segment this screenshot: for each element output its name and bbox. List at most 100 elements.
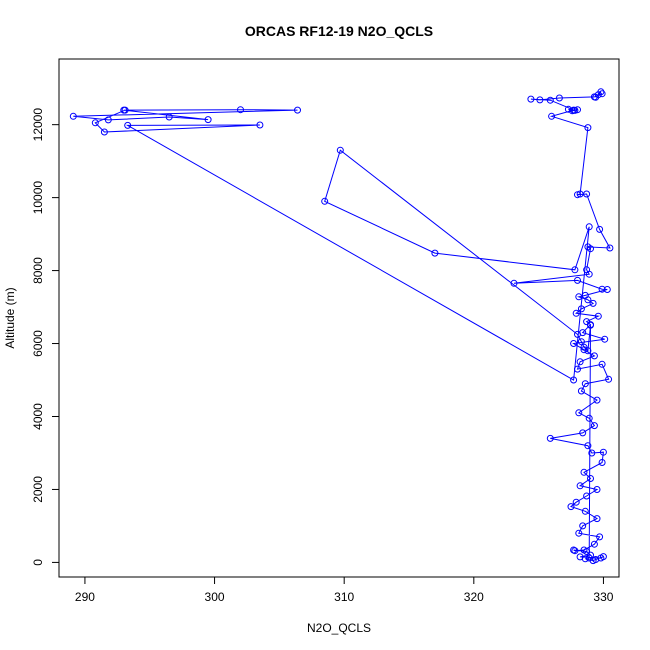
data-point [581, 507, 589, 515]
data-point [587, 475, 594, 482]
data-point [572, 498, 580, 506]
data-point [601, 335, 609, 343]
data-point [580, 468, 588, 476]
data-point [256, 121, 264, 129]
x-tick-label: 320 [464, 590, 484, 604]
data-point [527, 95, 535, 103]
data-point [567, 503, 575, 511]
y-tick-label: 4000 [31, 403, 45, 430]
data-point [100, 128, 108, 136]
data-point [336, 146, 344, 154]
data-point [589, 299, 597, 307]
data-point [590, 352, 598, 360]
data-point [555, 94, 563, 102]
data-point [577, 305, 585, 313]
data-point [581, 380, 589, 388]
data-point [431, 249, 439, 257]
data-point [585, 223, 593, 231]
y-tick-label: 10000 [31, 181, 45, 215]
data-point [546, 434, 554, 442]
data-point [576, 358, 584, 366]
data-point [577, 387, 585, 395]
data-point [91, 119, 99, 127]
x-tick-label: 300 [205, 590, 225, 604]
data-point [321, 197, 329, 205]
x-axis-label: N2O_QCLS [307, 621, 371, 635]
data-point [574, 276, 581, 284]
x-tick-label: 330 [593, 590, 613, 604]
data-point [570, 340, 578, 347]
x-tick-label: 310 [334, 590, 354, 604]
data-point [590, 540, 598, 548]
data-point [594, 91, 602, 99]
data-point [548, 112, 556, 120]
data-point [580, 346, 588, 354]
data-point [587, 245, 594, 253]
data-point [510, 279, 518, 287]
data-point [165, 113, 173, 121]
data-point [574, 191, 581, 199]
x-tick-label: 290 [75, 590, 95, 604]
data-point [583, 492, 591, 500]
data-point [294, 106, 301, 114]
data-point [603, 286, 611, 293]
data-point [570, 106, 578, 114]
data-point [593, 515, 601, 523]
data-point [69, 112, 77, 120]
data-point [124, 121, 132, 129]
data-point [590, 93, 598, 101]
data-point [536, 96, 544, 104]
data-point [577, 338, 585, 346]
data-point [588, 449, 596, 457]
data-point [606, 244, 614, 252]
y-tick-label: 12000 [31, 108, 45, 142]
data-point [574, 330, 581, 338]
data-point [605, 375, 613, 383]
y-axis-label: Altitude (m) [3, 287, 17, 348]
data-point [585, 270, 593, 278]
data-point [575, 529, 583, 537]
data-point [237, 106, 244, 114]
data-point [585, 554, 593, 562]
data-point [593, 486, 601, 493]
data-point [590, 422, 598, 430]
data-point [581, 555, 589, 563]
data-point [599, 448, 607, 456]
data-point [579, 522, 587, 530]
data-point [587, 321, 594, 329]
y-axis: 0 2000 4000 6000 8000 10000 12000 [31, 108, 60, 566]
data-point [584, 124, 592, 132]
data-point [584, 347, 592, 355]
data-point [583, 548, 591, 555]
data-point [584, 296, 592, 304]
x-axis: 290 300 310 320 330 [75, 576, 614, 604]
data-point [598, 360, 606, 368]
data-point [596, 533, 604, 541]
chart-title: ORCAS RF12-19 N2O_QCLS [245, 23, 433, 39]
data-point [576, 482, 584, 490]
data-point [584, 442, 592, 450]
data-point [546, 96, 554, 104]
data-point [570, 376, 578, 384]
data-point [204, 116, 212, 124]
data-point [596, 225, 604, 233]
data-point [575, 409, 583, 417]
y-tick-label: 2000 [31, 476, 45, 503]
y-tick-label: 6000 [31, 330, 45, 357]
y-tick-label: 8000 [31, 257, 45, 284]
data-point [593, 396, 601, 404]
data-point [574, 365, 581, 373]
data-point [585, 414, 593, 422]
data-point [574, 106, 581, 114]
data-point [594, 312, 602, 320]
data-point [572, 309, 580, 317]
data-point [598, 285, 606, 293]
data-point [570, 546, 578, 554]
y-tick-label: 0 [31, 559, 45, 566]
data-point [599, 553, 607, 561]
data-point [104, 116, 112, 124]
data-point [579, 429, 587, 437]
